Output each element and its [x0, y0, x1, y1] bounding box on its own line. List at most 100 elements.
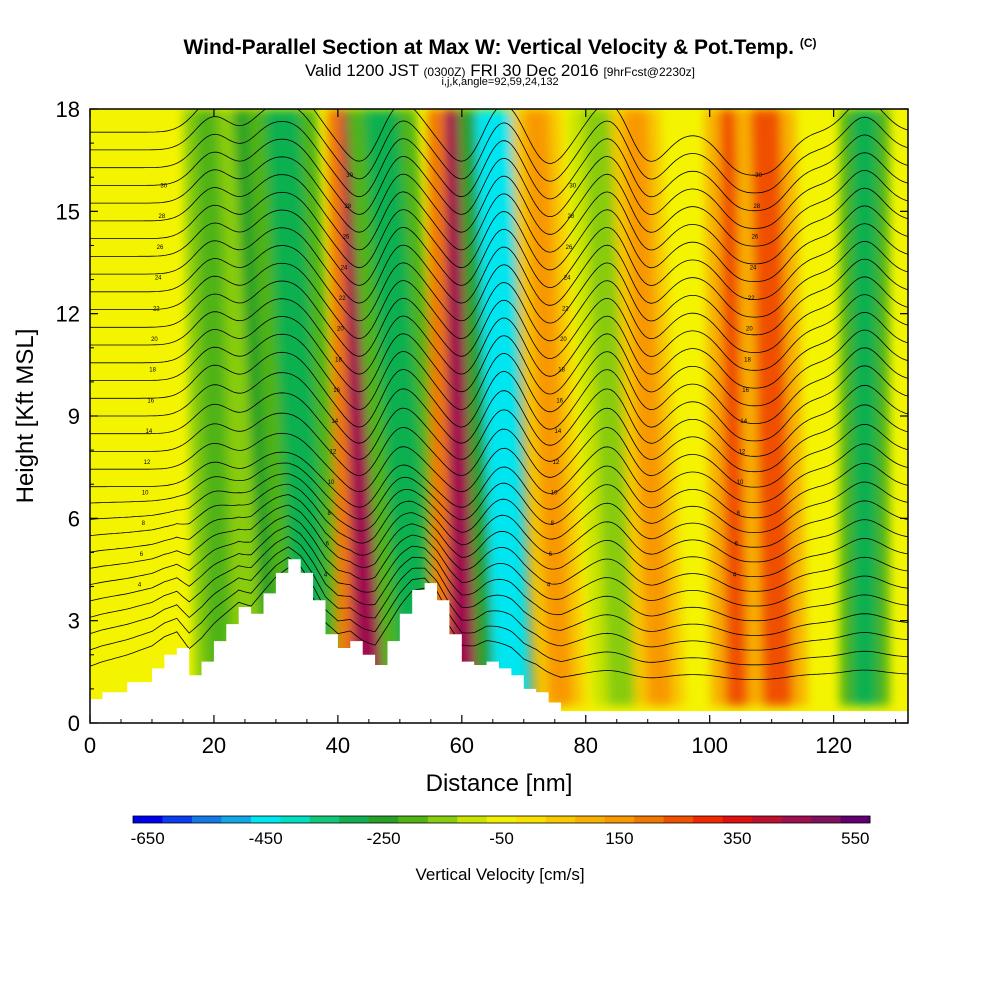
contour-label: 8 — [142, 521, 146, 527]
theta-contour — [90, 316, 908, 407]
chart-title-text: Wind-Parallel Section at Max W: Vertical… — [183, 36, 794, 59]
colorbar-segment — [575, 816, 606, 823]
theta-contour — [90, 209, 908, 300]
contour-label: 26 — [566, 245, 573, 251]
colorbar-segment — [486, 816, 517, 823]
colorbar-tick-label: -250 — [367, 829, 401, 848]
contour-label: 30 — [346, 173, 353, 179]
x-tick-label: 80 — [574, 733, 598, 758]
contour-label: 16 — [147, 398, 154, 404]
colorbar-segment — [604, 816, 635, 823]
colorbar-segment — [722, 816, 753, 823]
theta-contour-labels: 4 4 4 4 6 6 6 6 8 8 8 8 10 10 10 10 12 12 12 12 14 14 14 14 16 16… — [138, 173, 763, 588]
valid-utc: (0300Z) — [423, 65, 466, 79]
colorbar-segment — [634, 816, 665, 823]
x-tick-label: 40 — [326, 733, 350, 758]
theta-contour — [90, 191, 908, 282]
colorbar-tick-label: 150 — [605, 829, 633, 848]
contour-label: 26 — [343, 235, 350, 241]
theta-contour — [90, 535, 908, 636]
contour-label: 4 — [733, 572, 737, 578]
contour-label: 20 — [337, 327, 344, 333]
contour-label: 30 — [569, 183, 576, 189]
colorbar-segment — [398, 816, 429, 823]
contour-label: 22 — [562, 306, 569, 312]
velocity-band — [195, 109, 233, 706]
terrain — [90, 559, 908, 723]
theta-contour — [90, 138, 908, 229]
contour-label: 8 — [328, 511, 332, 517]
contour-label: 30 — [160, 183, 167, 189]
velocity-band — [852, 109, 878, 706]
contour-label: 10 — [737, 480, 744, 486]
y-tick-label: 9 — [68, 404, 80, 429]
contour-label: 26 — [752, 235, 759, 241]
contour-label: 6 — [549, 552, 553, 558]
colorbar-tick-label: -50 — [489, 829, 514, 848]
colorbar-segment — [811, 816, 842, 823]
colorbar-tick-label: 350 — [723, 829, 751, 848]
contour-label: 6 — [140, 552, 144, 558]
theta-contour — [90, 504, 908, 592]
theta-contour — [90, 567, 908, 680]
contour-label: 8 — [551, 521, 555, 527]
theta-contour — [90, 109, 908, 176]
contour-label: 6 — [326, 542, 330, 548]
colorbar-segment — [752, 816, 783, 823]
contour-label: 30 — [755, 173, 762, 179]
theta-contour — [90, 156, 908, 247]
plot-area: 4 4 4 4 6 6 6 6 8 8 8 8 10 10 10 10 12 12 12 12 14 14 14 14 16 16… — [90, 109, 908, 723]
contour-label: 4 — [324, 572, 328, 578]
colorbar-tick-label: -450 — [249, 829, 283, 848]
contour-label: 24 — [564, 276, 571, 282]
contour-label: 24 — [155, 276, 162, 282]
colorbar-segment — [250, 816, 281, 823]
contour-label: 16 — [556, 398, 563, 404]
theta-contour — [90, 262, 908, 353]
theta-contour — [90, 280, 908, 371]
theta-contour — [90, 483, 908, 563]
colorbar-segment — [840, 816, 871, 823]
y-axis-title: Height [Kft MSL] — [12, 329, 39, 504]
copyright-mark: (C) — [799, 36, 817, 50]
contour-label: 6 — [735, 542, 739, 548]
contour-label: 10 — [142, 490, 149, 496]
contour-label: 28 — [344, 204, 351, 210]
contour-label: 10 — [551, 490, 558, 496]
theta-contour — [90, 473, 908, 548]
theta-contour — [90, 451, 908, 519]
x-tick-label: 60 — [450, 733, 474, 758]
colorbar-segment — [516, 816, 547, 823]
chart-title: Wind-Parallel Section at Max W: Vertical… — [0, 36, 1000, 60]
valid-time: Valid 1200 JST — [304, 61, 419, 80]
theta-contour — [90, 412, 908, 488]
contour-label: 26 — [157, 245, 164, 251]
y-tick-label: 12 — [56, 302, 80, 327]
colorbar-segment — [133, 816, 163, 823]
contour-label: 18 — [149, 368, 156, 374]
contour-label: 14 — [555, 429, 562, 435]
contour-label: 16 — [333, 388, 340, 394]
theta-contour — [90, 333, 908, 424]
contour-label: 14 — [146, 429, 153, 435]
theta-contour — [90, 109, 908, 194]
colorbar-tick-label: -650 — [131, 829, 165, 848]
contour-label: 28 — [753, 204, 760, 210]
theta-contour — [90, 556, 908, 666]
theta-contour — [90, 120, 908, 212]
contour-label: 18 — [335, 357, 342, 363]
colorbar-segment — [693, 816, 724, 823]
contour-label: 24 — [750, 265, 757, 271]
contour-label: 4 — [138, 583, 142, 589]
theta-contour — [90, 462, 908, 533]
y-tick-label: 6 — [68, 506, 80, 531]
theta-contour — [90, 351, 908, 442]
contour-label: 12 — [739, 450, 746, 456]
contour-label: 22 — [153, 306, 160, 312]
contour-label: 8 — [737, 511, 741, 517]
contour-label: 22 — [339, 296, 346, 302]
colorbar-segment — [191, 816, 222, 823]
colorbar-segment — [221, 816, 252, 823]
forecast-tag: [9hrFcst@2230z] — [603, 65, 696, 79]
